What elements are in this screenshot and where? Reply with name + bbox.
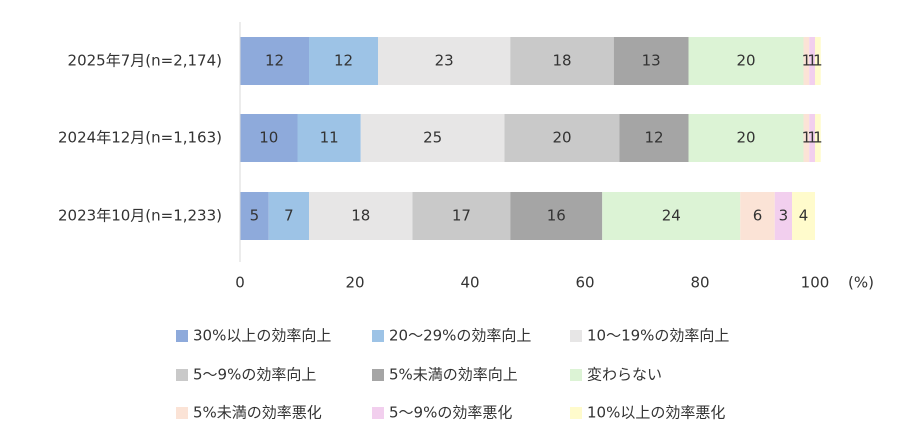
bar-segment xyxy=(240,114,298,162)
bar-segment xyxy=(774,192,792,240)
data-label: 4 xyxy=(799,207,809,225)
legend-label: 5～9%の効率向上 xyxy=(193,366,316,384)
legend-label: 20～29%の効率向上 xyxy=(389,327,531,345)
data-label: 20 xyxy=(736,52,755,70)
legend-swatch xyxy=(176,407,188,419)
legend-swatch xyxy=(570,330,582,342)
x-tick-label: 60 xyxy=(575,274,594,292)
bar-segment xyxy=(740,192,775,240)
bar-segment xyxy=(268,192,309,240)
legend-swatch xyxy=(372,407,384,419)
legend-label: 10～19%の効率向上 xyxy=(587,327,729,345)
data-label: 18 xyxy=(351,207,370,225)
bar-segment xyxy=(619,114,689,162)
x-axis-label: (%) xyxy=(848,274,874,292)
x-tick-label: 80 xyxy=(690,274,709,292)
bar-segment xyxy=(297,114,361,162)
legend-swatch xyxy=(176,330,188,342)
bar-segment xyxy=(504,114,620,162)
data-label: 20 xyxy=(552,129,571,147)
x-tick-label: 100 xyxy=(801,274,830,292)
legend-swatch xyxy=(372,369,384,381)
legend-label: 変わらない xyxy=(587,366,662,384)
legend-label: 5～9%の効率悪化 xyxy=(389,404,512,422)
data-label: 20 xyxy=(736,129,755,147)
bar-segment xyxy=(602,192,741,240)
bar-segment xyxy=(510,37,614,85)
data-label: 24 xyxy=(662,207,681,225)
data-label: 11 xyxy=(320,129,339,147)
bar-segment xyxy=(360,114,505,162)
data-label: 1 xyxy=(802,52,812,70)
legend-swatch xyxy=(570,407,582,419)
data-label: 6 xyxy=(753,207,763,225)
bar-segment xyxy=(809,114,815,162)
bar-segment xyxy=(815,37,821,85)
data-label: 10 xyxy=(259,129,278,147)
bar-segment xyxy=(815,114,821,162)
bar-segment xyxy=(412,192,511,240)
data-label: 5 xyxy=(250,207,260,225)
bar-segment xyxy=(803,114,810,162)
legend-swatch xyxy=(176,369,188,381)
bar-segment xyxy=(792,192,815,240)
bar-segment xyxy=(378,37,511,85)
legend-swatch xyxy=(372,330,384,342)
data-label: 23 xyxy=(435,52,454,70)
data-label: 7 xyxy=(284,207,294,225)
data-label: 12 xyxy=(265,52,284,70)
legend-label: 5%未満の効率向上 xyxy=(389,366,518,384)
legend-label: 30%以上の効率向上 xyxy=(193,327,331,345)
bar-segment xyxy=(613,37,689,85)
data-label: 1 xyxy=(807,129,817,147)
y-tick-label: 2023年10月(n=1,233) xyxy=(58,207,222,225)
bar-segment xyxy=(240,192,269,240)
data-label: 1 xyxy=(802,129,812,147)
data-label: 3 xyxy=(779,207,789,225)
bar-segment xyxy=(309,192,413,240)
data-label: 13 xyxy=(642,52,661,70)
data-label: 16 xyxy=(547,207,566,225)
data-label: 1 xyxy=(813,129,823,147)
data-label: 1 xyxy=(813,52,823,70)
data-label: 12 xyxy=(334,52,353,70)
y-tick-label: 2025年7月(n=2,174) xyxy=(68,52,222,70)
bar-segment xyxy=(240,37,309,85)
x-tick-label: 0 xyxy=(235,274,245,292)
bar-segment xyxy=(803,37,810,85)
data-label: 17 xyxy=(452,207,471,225)
bar-segment xyxy=(309,37,378,85)
legend-label: 10%以上の効率悪化 xyxy=(587,404,725,422)
bar-segment xyxy=(688,37,804,85)
data-label: 25 xyxy=(423,129,442,147)
data-label: 1 xyxy=(807,52,817,70)
x-tick-label: 20 xyxy=(345,274,364,292)
bar-segment xyxy=(510,192,603,240)
y-tick-label: 2024年12月(n=1,163) xyxy=(58,129,222,147)
data-label: 18 xyxy=(552,52,571,70)
bar-segment xyxy=(809,37,815,85)
legend-label: 5%未満の効率悪化 xyxy=(193,404,322,422)
legend-swatch xyxy=(570,369,582,381)
x-tick-label: 40 xyxy=(460,274,479,292)
bar-segment xyxy=(688,114,804,162)
data-label: 12 xyxy=(644,129,663,147)
